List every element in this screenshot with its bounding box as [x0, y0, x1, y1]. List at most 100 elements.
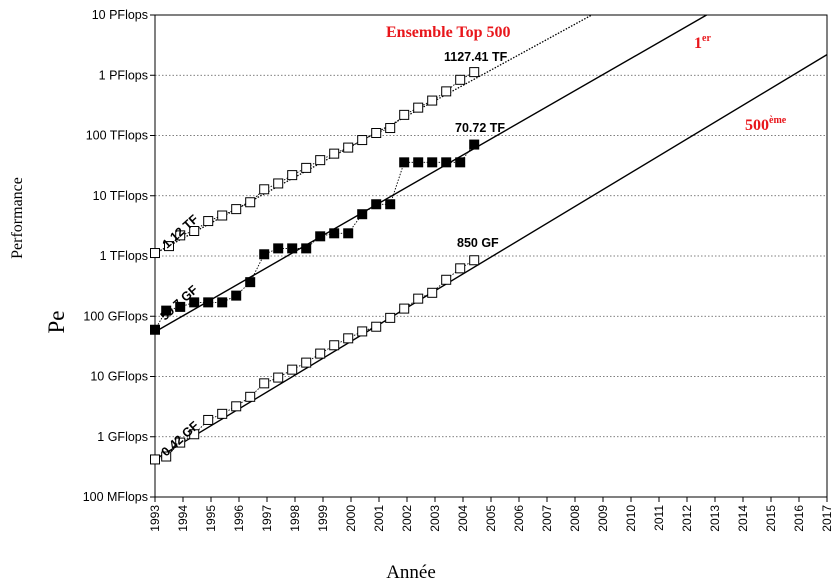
point-series-0 [164, 241, 174, 252]
point-series-1 [441, 157, 452, 168]
point-series-1 [273, 243, 284, 254]
point-series-2 [245, 391, 256, 402]
point-series-2 [217, 408, 228, 419]
point-series-2 [399, 303, 410, 314]
point-series-2 [427, 287, 438, 298]
point-series-1 [371, 199, 382, 210]
x-tick-label: 2016 [792, 505, 806, 532]
trend-line-series-0 [154, 14, 593, 255]
point-series-0 [371, 128, 382, 139]
point-series-0 [357, 135, 368, 146]
point-series-1 [455, 157, 466, 168]
point-series-2 [413, 293, 424, 304]
point-series-1 [413, 157, 424, 168]
point-series-1 [469, 139, 480, 150]
y-tick-label: 10 GFlops [90, 370, 148, 384]
point-series-1 [357, 209, 368, 220]
x-tick-label: 2013 [708, 505, 722, 532]
y-axis-ticks: 100 MFlops 1 GFlops 10 GFlops 100 GFlops 1 T… [83, 8, 155, 504]
point-series-0 [245, 197, 256, 208]
point-series-2 [161, 451, 172, 462]
x-tick-label: 2015 [764, 505, 778, 532]
point-series-0 [287, 170, 298, 181]
x-tick-label: 2006 [512, 505, 526, 532]
point-series-2 [329, 340, 340, 351]
data-markers [150, 67, 480, 465]
point-series-2 [231, 401, 242, 412]
x-tick-label: 2011 [652, 505, 666, 531]
x-tick-label: 1995 [204, 505, 218, 532]
x-tick-label: 2009 [596, 505, 610, 532]
point-series-0 [273, 178, 284, 189]
point-series-1 [203, 297, 214, 308]
x-tick-label: 1994 [176, 505, 190, 532]
point-series-2 [301, 357, 312, 368]
series-connectors [154, 71, 475, 460]
x-tick-label: 1998 [288, 505, 302, 532]
point-series-2 [175, 437, 186, 448]
series-label-last: 500ème [745, 115, 787, 134]
point-series-0 [150, 248, 160, 259]
trend-line-series-1 [154, 14, 707, 333]
series-label-first-base: 1 [694, 35, 702, 52]
point-series-1 [385, 199, 396, 210]
series-label-last-sup: ème [769, 115, 787, 126]
point-series-1 [231, 290, 242, 301]
point-series-0 [469, 67, 480, 78]
annotation-first-end: 70.72 TF [455, 121, 505, 135]
point-series-1 [217, 297, 228, 308]
point-series-0 [231, 204, 242, 215]
x-tick-label: 2007 [540, 505, 554, 532]
annotation-last-end: 850 GF [457, 236, 499, 250]
point-series-2 [385, 312, 396, 323]
connector-series-1 [154, 144, 475, 330]
point-series-2 [343, 333, 354, 344]
series-label-first: 1er [694, 33, 711, 52]
x-tick-label: 1993 [148, 505, 162, 532]
point-series-1 [189, 297, 200, 308]
x-axis-ticks: 1993 1994 1995 1996 1997 1998 1999 2000 2001 2002… [148, 497, 834, 532]
point-series-0 [189, 225, 200, 236]
y-tick-label: 1 TFlops [100, 249, 148, 263]
point-series-1 [175, 301, 186, 312]
x-tick-label: 2014 [736, 505, 750, 532]
point-series-1 [245, 277, 256, 288]
x-tick-label: 1996 [232, 505, 246, 532]
annotation-top500-end: 1127.41 TF [444, 50, 508, 64]
point-series-2 [150, 454, 160, 465]
point-series-2 [469, 255, 480, 266]
point-series-0 [455, 74, 466, 85]
x-tick-label: 2001 [372, 505, 386, 532]
x-tick-label: 2005 [484, 505, 498, 532]
x-tick-label: 2010 [624, 505, 638, 532]
point-series-0 [413, 102, 424, 113]
series-label-top500: Ensemble Top 500 [386, 24, 510, 41]
connector-series-2 [154, 259, 475, 460]
y-tick-label: 1 PFlops [99, 68, 148, 82]
point-series-0 [441, 86, 452, 97]
point-series-0 [217, 210, 228, 221]
y-tick-label: 1 GFlops [97, 430, 148, 444]
point-series-2 [455, 263, 466, 274]
point-series-1 [315, 231, 326, 242]
y-tick-label: 100 GFlops [83, 309, 148, 323]
point-series-1 [150, 324, 160, 335]
point-series-0 [315, 155, 326, 166]
point-series-0 [301, 162, 312, 173]
x-tick-label: 2002 [400, 505, 414, 532]
point-series-2 [371, 321, 382, 332]
y-tick-label: 100 MFlops [83, 490, 148, 504]
y-axis-title: Performance [9, 177, 26, 259]
trend-line-series-2 [154, 54, 828, 461]
point-series-1 [301, 243, 312, 254]
point-series-1 [259, 249, 270, 260]
x-tick-label: 2003 [428, 505, 442, 532]
point-series-0 [259, 184, 270, 195]
x-tick-label: 1997 [260, 505, 274, 532]
point-series-1 [161, 305, 172, 316]
connector-series-0 [154, 71, 475, 254]
point-series-2 [189, 429, 200, 440]
y-tick-label: 10 TFlops [93, 189, 148, 203]
point-series-0 [343, 142, 354, 153]
